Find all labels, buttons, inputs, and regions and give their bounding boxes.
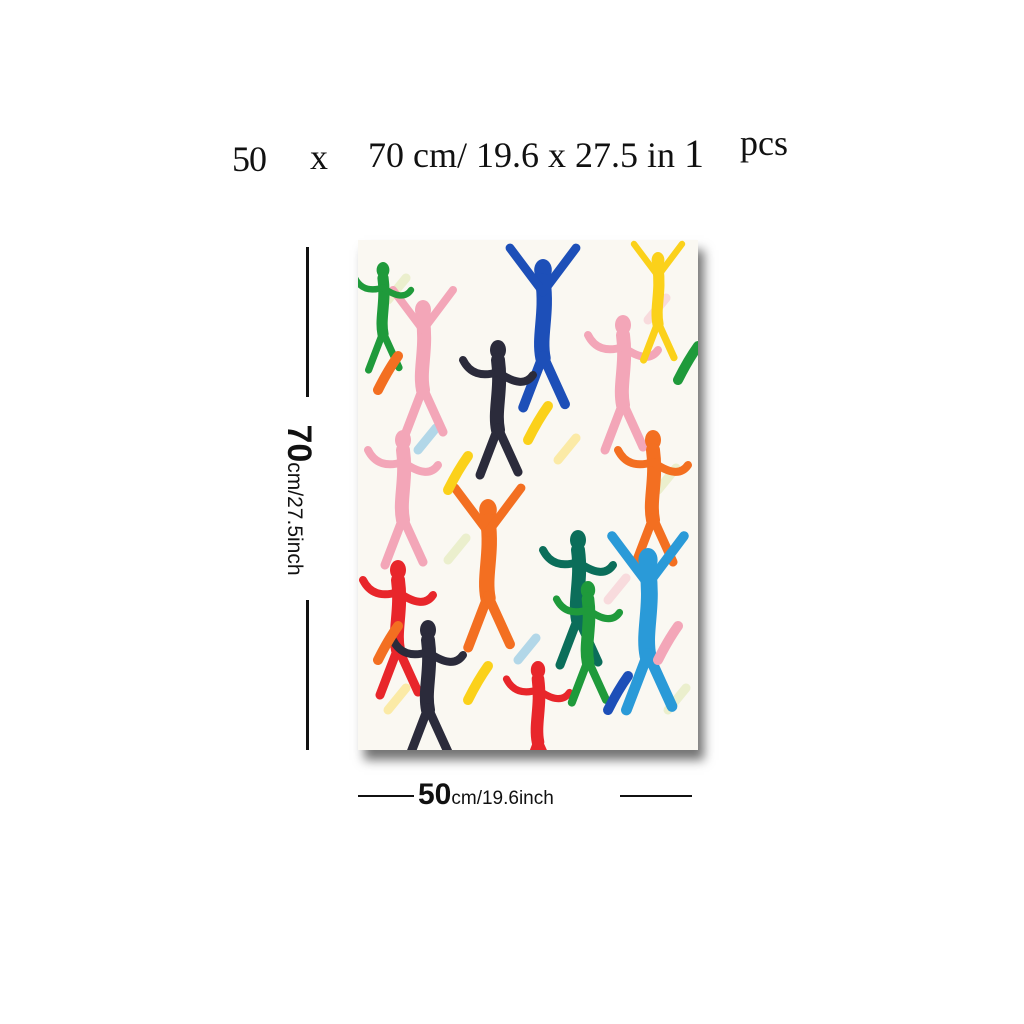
abstract-dancing-figures-artwork (358, 240, 698, 750)
height-number: 70 (280, 424, 318, 463)
title-size-text: 70 cm/ 19.6 x 27.5 in (368, 135, 675, 175)
size-title: 50 x 70 cm/ 19.6 x 27.5 in 1 pcs (232, 123, 832, 188)
title-quantity-unit: pcs (740, 123, 788, 163)
height-unit: cm/27.5inch (283, 462, 306, 576)
width-number: 50 (418, 778, 452, 811)
height-dimension-line-bottom (306, 600, 309, 750)
width-dimension-line-right (620, 795, 692, 797)
title-x: x (310, 137, 328, 177)
width-unit: cm/19.6inch (451, 788, 554, 809)
canvas-print (358, 240, 698, 750)
width-dimension-line-left (358, 795, 414, 797)
width-dimension-label: 50cm/19.6inch (418, 778, 618, 812)
title-quantity-number: 1 (684, 131, 704, 176)
title-width-value: 50 (232, 139, 267, 179)
height-dimension-line-top (306, 247, 309, 397)
